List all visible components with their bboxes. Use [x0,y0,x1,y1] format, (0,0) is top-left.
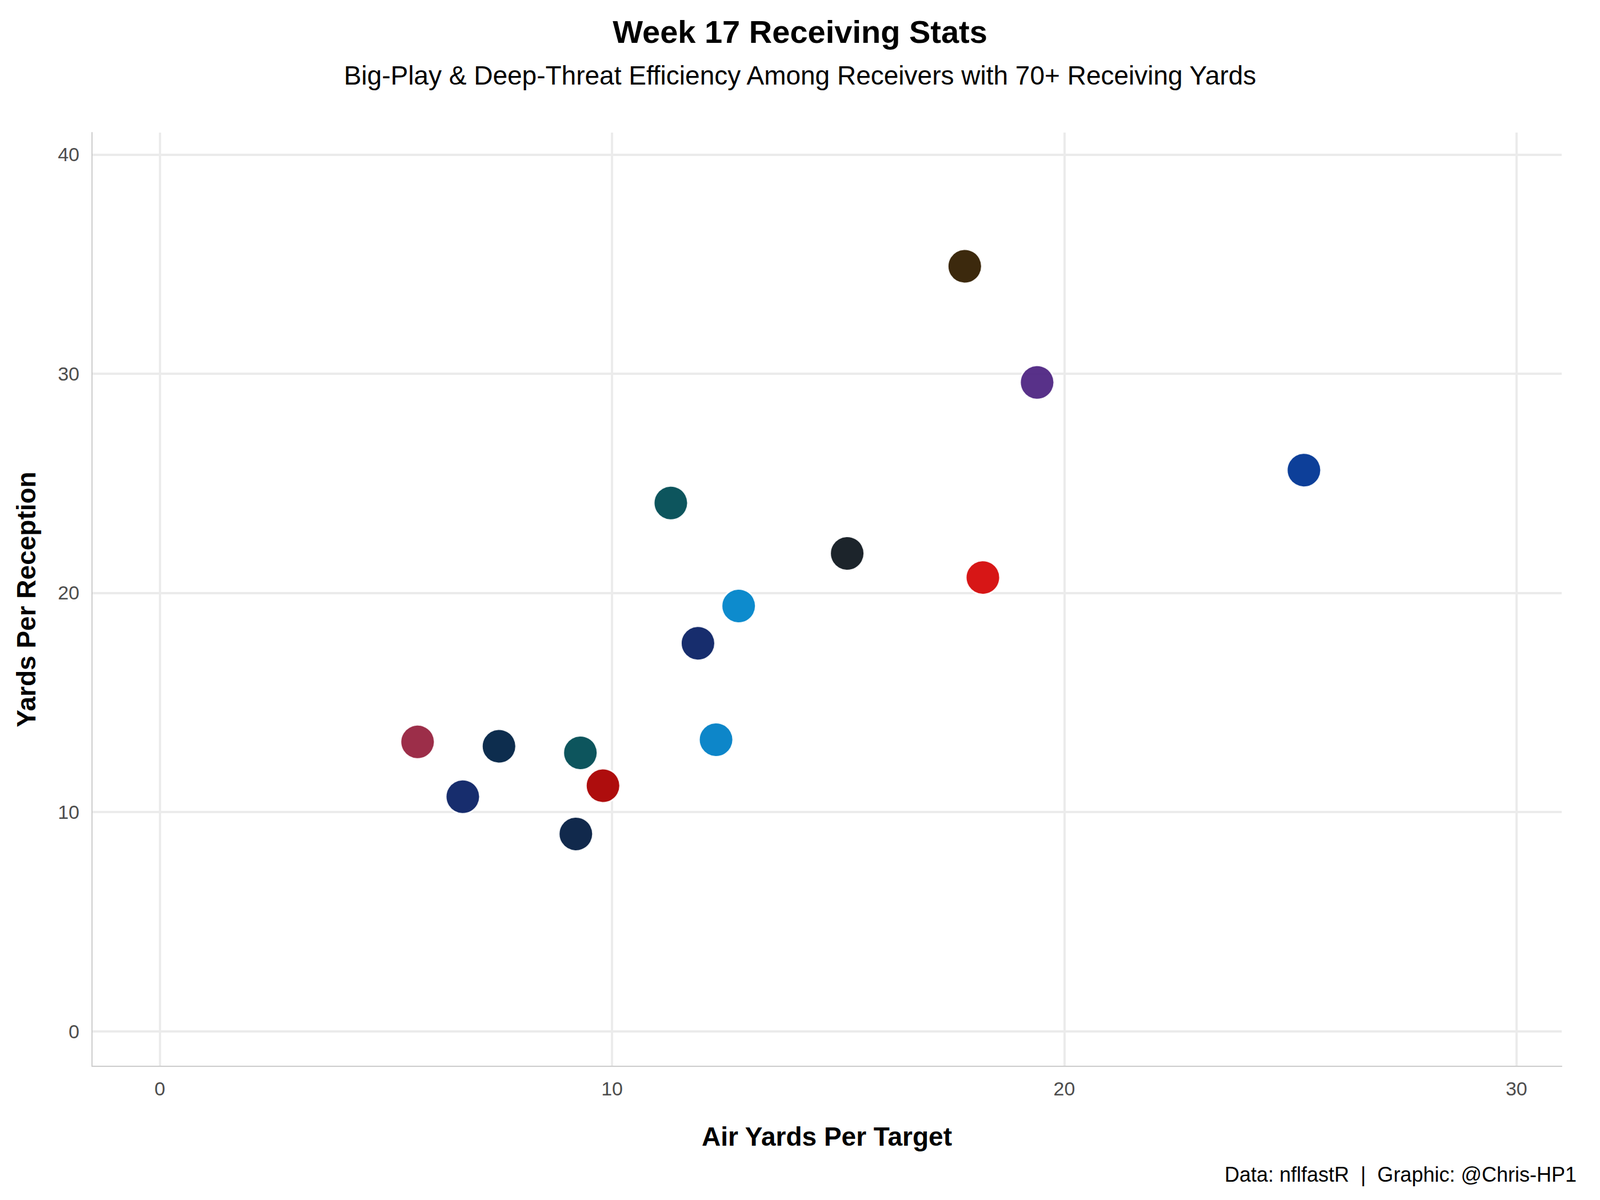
svg-text:Yards Per Reception: Yards Per Reception [11,471,42,727]
svg-text:10: 10 [57,801,80,823]
svg-text:Big-Play & Deep-Threat Efficie: Big-Play & Deep-Threat Efficiency Among … [344,60,1257,91]
svg-text:Air Yards Per Target: Air Yards Per Target [701,1121,952,1152]
svg-text:0: 0 [68,1020,80,1043]
svg-text:0: 0 [154,1077,166,1100]
svg-text:20: 20 [57,581,80,604]
svg-text:30: 30 [57,362,80,385]
svg-text:20: 20 [1053,1077,1076,1100]
svg-text:Week 17 Receiving Stats: Week 17 Receiving Stats [612,13,988,50]
svg-text:10: 10 [601,1077,623,1100]
svg-text:Data: nflfastR | Graphic: @C: Data: nflfastR | Graphic: @Chris-HP1 [1224,1162,1577,1187]
svg-text:40: 40 [57,143,80,166]
svg-text:30: 30 [1505,1077,1528,1100]
